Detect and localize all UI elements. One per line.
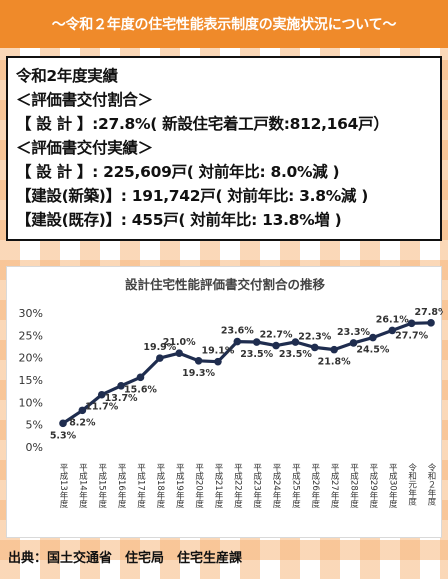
x-tick-label: 平成27年度 <box>329 463 339 509</box>
data-point <box>310 343 319 352</box>
x-tick-label: 平成24年度 <box>271 463 281 509</box>
data-label: 15.6% <box>124 384 157 395</box>
summary-new-construction-count: 【建設(新築)】: 191,742戸( 対前年比: 3.8%減 ) <box>16 187 369 205</box>
data-label: 5.3% <box>50 430 77 441</box>
x-tick-label: 令和２年度 <box>426 462 436 506</box>
data-point <box>59 419 67 428</box>
data-point <box>214 357 222 366</box>
data-point <box>407 319 416 328</box>
x-tick-label: 平成25年度 <box>290 463 300 509</box>
data-label: 23.3% <box>337 327 370 338</box>
x-tick-label: 平成15年度 <box>97 463 107 509</box>
banner-title: ～令和２年度の住宅性能表示制度の実施状況について～ <box>51 17 397 33</box>
data-label: 22.7% <box>260 330 293 341</box>
data-point <box>349 339 358 347</box>
data-label: 13.7% <box>105 393 138 404</box>
data-label: 23.5% <box>240 349 273 360</box>
y-tick-label: 15% <box>19 374 43 387</box>
data-point <box>78 406 87 415</box>
data-point <box>291 338 300 346</box>
trend-chart: 設計住宅性能評価書交付割合の推移 0% 5% 10% 15% 20% 25% 30% 5.3% 8… <box>6 266 443 538</box>
data-label: 21.8% <box>318 357 351 368</box>
x-tick-label: 平成22年度 <box>232 463 242 509</box>
y-tick-label: 10% <box>19 396 43 409</box>
summary-count-heading: ＜評価書交付実績＞ <box>16 139 153 157</box>
x-tick-label: 平成20年度 <box>194 463 204 509</box>
data-point <box>117 382 125 390</box>
data-point <box>427 319 435 327</box>
x-tick-label: 平成29年度 <box>368 463 378 509</box>
source-note: 出典：国土交通省 住宅局 住宅生産課 <box>8 551 243 566</box>
x-tick-label: 平成19年度 <box>174 463 184 509</box>
data-label: 26.1% <box>376 314 409 325</box>
y-tick-label: 25% <box>19 329 43 342</box>
data-label: 24.5% <box>356 345 389 356</box>
y-tick-label: 20% <box>19 352 43 365</box>
data-point <box>156 354 164 362</box>
x-tick-label: 平成23年度 <box>252 463 262 509</box>
data-label: 27.7% <box>395 330 428 341</box>
x-tick-label: 平成21年度 <box>213 463 223 509</box>
data-label: 19.3% <box>182 368 215 379</box>
data-point <box>194 356 203 365</box>
data-point <box>175 349 184 357</box>
summary-design-ratio: 【 設 計 】:27.8%( 新設住宅着工戸数:812,164戸） <box>16 115 389 133</box>
x-tick-label: 平成26年度 <box>310 463 320 509</box>
y-tick-label: 0% <box>26 441 43 454</box>
summary-existing-construction-count: 【建設(既存)】: 455戸( 対前年比: 13.8%増 ) <box>16 211 342 229</box>
trend-chart-svg: 設計住宅性能評価書交付割合の推移 0% 5% 10% 15% 20% 25% 30% 5.3% 8… <box>19 277 443 509</box>
data-point <box>233 337 242 346</box>
x-tick-label: 平成14年度 <box>77 463 87 509</box>
summary-ratio-heading: ＜評価書交付割合＞ <box>16 91 153 109</box>
data-label: 21.0% <box>163 337 196 348</box>
x-tick-label: 令和元年度 <box>407 462 417 506</box>
data-label: 11.7% <box>85 402 118 413</box>
x-tick-label: 平成30年度 <box>387 463 397 509</box>
page-banner: ～令和２年度の住宅性能表示制度の実施状況について～ <box>0 0 448 48</box>
summary-design-count: 【 設 計 】: 225,609戸( 対前年比: 8.0%減 ) <box>16 163 340 181</box>
data-label: 22.3% <box>298 331 331 342</box>
data-point <box>369 333 377 342</box>
x-tick-label: 平成28年度 <box>349 463 359 509</box>
data-point <box>136 373 145 382</box>
data-label: 8.2% <box>69 417 96 428</box>
data-point <box>388 326 397 335</box>
x-tick-label: 平成13年度 <box>58 463 68 509</box>
x-tick-label: 平成18年度 <box>155 463 165 509</box>
x-tick-label: 平成17年度 <box>135 463 145 509</box>
data-point <box>97 390 106 399</box>
chart-title: 設計住宅性能評価書交付割合の推移 <box>125 277 326 292</box>
data-point <box>252 338 261 346</box>
data-label: 19.1% <box>201 346 234 357</box>
data-label: 23.5% <box>279 349 312 360</box>
data-label: 27.8% <box>415 307 443 318</box>
results-summary-box: 令和2年度実績 ＜評価書交付割合＞ 【 設 計 】:27.8%( 新設住宅着工戸… <box>6 56 442 241</box>
y-tick-label: 5% <box>26 419 43 432</box>
data-label: 19.9% <box>143 342 176 353</box>
x-tick-label: 平成16年度 <box>116 463 126 509</box>
y-tick-label: 30% <box>19 307 43 320</box>
data-point <box>330 345 338 354</box>
data-label: 23.6% <box>221 326 254 337</box>
summary-year-heading: 令和2年度実績 <box>16 67 118 85</box>
data-point <box>272 341 280 350</box>
